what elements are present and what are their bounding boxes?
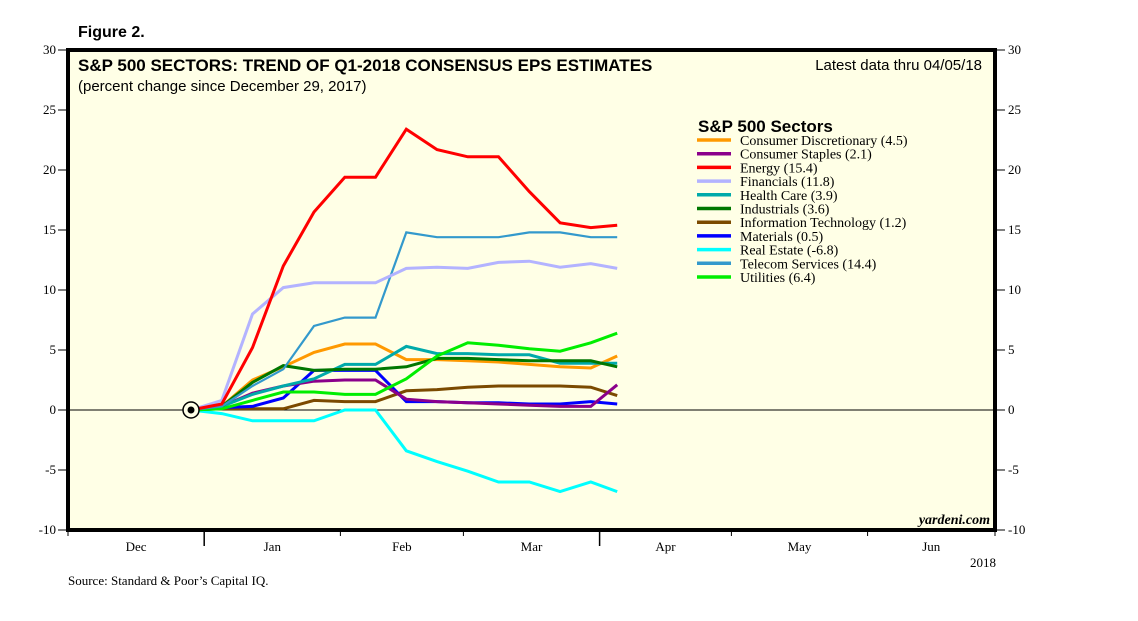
y-tick-label-left: 10: [43, 282, 56, 297]
x-axis: Dec Jan Feb Mar Apr May Jun: [67, 530, 996, 554]
series-line-energy: [190, 127, 618, 412]
x-tick-label: Mar: [521, 539, 543, 554]
series-line-materials: [190, 368, 618, 412]
legend-label-consumer-staples: Consumer Staples (2.1): [740, 148, 872, 163]
y-tick-label-left: 20: [43, 162, 56, 177]
legend-label-information-technology: Information Technology (1.2): [740, 216, 907, 231]
y-tick-label-right: 15: [1008, 222, 1021, 237]
latest-data-annotation: Latest data thru 04/05/18: [815, 57, 982, 74]
y-tick-label-right: 5: [1008, 342, 1015, 357]
y-tick-label-right: -5: [1008, 462, 1019, 477]
series-layer: [190, 127, 619, 494]
y-tick-label-right: 0: [1008, 402, 1015, 417]
x-tick-label: Dec: [126, 539, 147, 554]
legend-label-real-estate: Real Estate (-6.8): [740, 244, 839, 259]
y-tick-label-right: 10: [1008, 282, 1021, 297]
y-tick-label-left: -5: [45, 462, 56, 477]
chart-subtitle: (percent change since December 29, 2017): [78, 78, 367, 95]
y-tick-label-right: 25: [1008, 102, 1021, 117]
series-line-industrials: [190, 356, 618, 412]
y-tick-label-left: 25: [43, 102, 56, 117]
y-tick-label-left: -10: [39, 522, 56, 537]
legend-label-energy: Energy (15.4): [740, 161, 818, 176]
legend-label-telecom-services: Telecom Services (14.4): [740, 257, 877, 272]
series-line-financials: [190, 259, 618, 412]
legend-label-materials: Materials (0.5): [740, 230, 824, 245]
y-tick-label-right: -10: [1008, 522, 1025, 537]
y-tick-label-left: 0: [50, 402, 57, 417]
y-tick-label-right: 30: [1008, 42, 1021, 57]
y-axis-left: -10 -5 0 5 10 15 20 25 30: [39, 42, 68, 537]
legend-label-health-care: Health Care (3.9): [740, 189, 838, 204]
watermark: yardeni.com: [917, 513, 990, 528]
legend-label-consumer-discretionary: Consumer Discretionary (4.5): [740, 134, 908, 149]
x-tick-label: Jun: [922, 539, 941, 554]
legend-title: S&P 500 Sectors: [698, 117, 833, 136]
y-tick-label-left: 5: [50, 342, 57, 357]
source-note: Source: Standard & Poor’s Capital IQ.: [68, 573, 269, 588]
baseline-marker-dot: [187, 406, 195, 414]
baseline-marker: [182, 401, 200, 419]
series-line-utilities: [190, 331, 618, 412]
legend-label-industrials: Industrials (3.6): [740, 203, 830, 218]
x-tick-label: Apr: [655, 539, 676, 554]
y-tick-label-left: 30: [43, 42, 56, 57]
y-tick-label-left: 15: [43, 222, 56, 237]
legend-label-utilities: Utilities (6.4): [740, 271, 816, 286]
figure-label: Figure 2.: [78, 24, 145, 41]
series-line-information-technology: [190, 384, 618, 412]
series-line-real-estate: [190, 408, 618, 494]
x-tick-label: Feb: [392, 539, 412, 554]
x-tick-label: May: [788, 539, 812, 554]
x-tick-label: Jan: [264, 539, 282, 554]
series-line-telecom-services: [190, 231, 618, 412]
x-year-label: 2018: [970, 555, 996, 570]
y-tick-label-right: 20: [1008, 162, 1021, 177]
legend-label-financials: Financials (11.8): [740, 175, 835, 190]
chart-title: S&P 500 SECTORS: TREND OF Q1-2018 CONSEN…: [78, 56, 652, 75]
y-axis-right: -10 -5 0 5 10 15 20 25 30: [995, 42, 1025, 537]
plot-background: [66, 48, 997, 532]
legend: S&P 500 Sectors Consumer Discretionary (…: [697, 117, 908, 286]
